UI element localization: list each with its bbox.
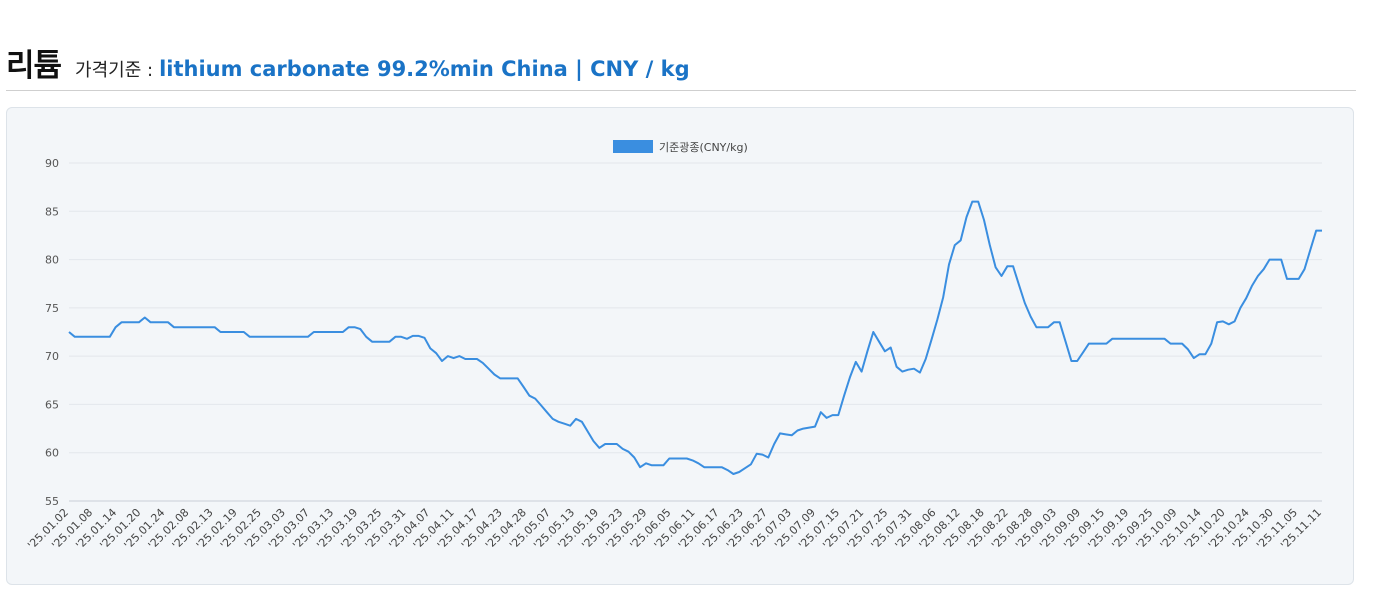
y-tick-label: 85	[45, 205, 59, 218]
price-basis-label: 가격기준 :	[75, 60, 154, 81]
x-axis: '25.01.02'25.01.08'25.01.14'25.01.20'25.…	[25, 506, 1324, 552]
y-tick-label: 70	[45, 350, 59, 363]
chart-grid	[69, 162, 1322, 502]
y-axis: 55 60 65 70 75 80 85 90	[45, 157, 59, 508]
header-divider	[6, 90, 1356, 91]
legend-swatch	[613, 140, 653, 153]
chart-legend[interactable]: 기준광종(CNY/kg)	[613, 140, 748, 154]
series-layer	[68, 200, 1322, 475]
y-tick-label: 55	[45, 495, 59, 508]
y-tick-label: 75	[45, 302, 59, 315]
price-basis-value: lithium carbonate 99.2%min China | CNY /…	[159, 57, 690, 81]
y-tick-label: 60	[45, 447, 59, 460]
page-header: 리튬 가격기준 : lithium carbonate 99.2%min Chi…	[6, 40, 690, 84]
y-tick-label: 90	[45, 157, 59, 170]
chart-card: 55 60 65 70 75 80 85 90 '25.01.02'25.01.08'25.0…	[6, 107, 1354, 585]
page-title: 리튬	[6, 48, 62, 84]
series-line-0	[68, 200, 1322, 475]
y-tick-label: 80	[45, 254, 59, 267]
y-tick-label: 65	[45, 398, 59, 411]
price-line-chart: 55 60 65 70 75 80 85 90 '25.01.02'25.01.08'25.0…	[25, 140, 1324, 552]
legend-label: 기준광종(CNY/kg)	[659, 141, 748, 154]
